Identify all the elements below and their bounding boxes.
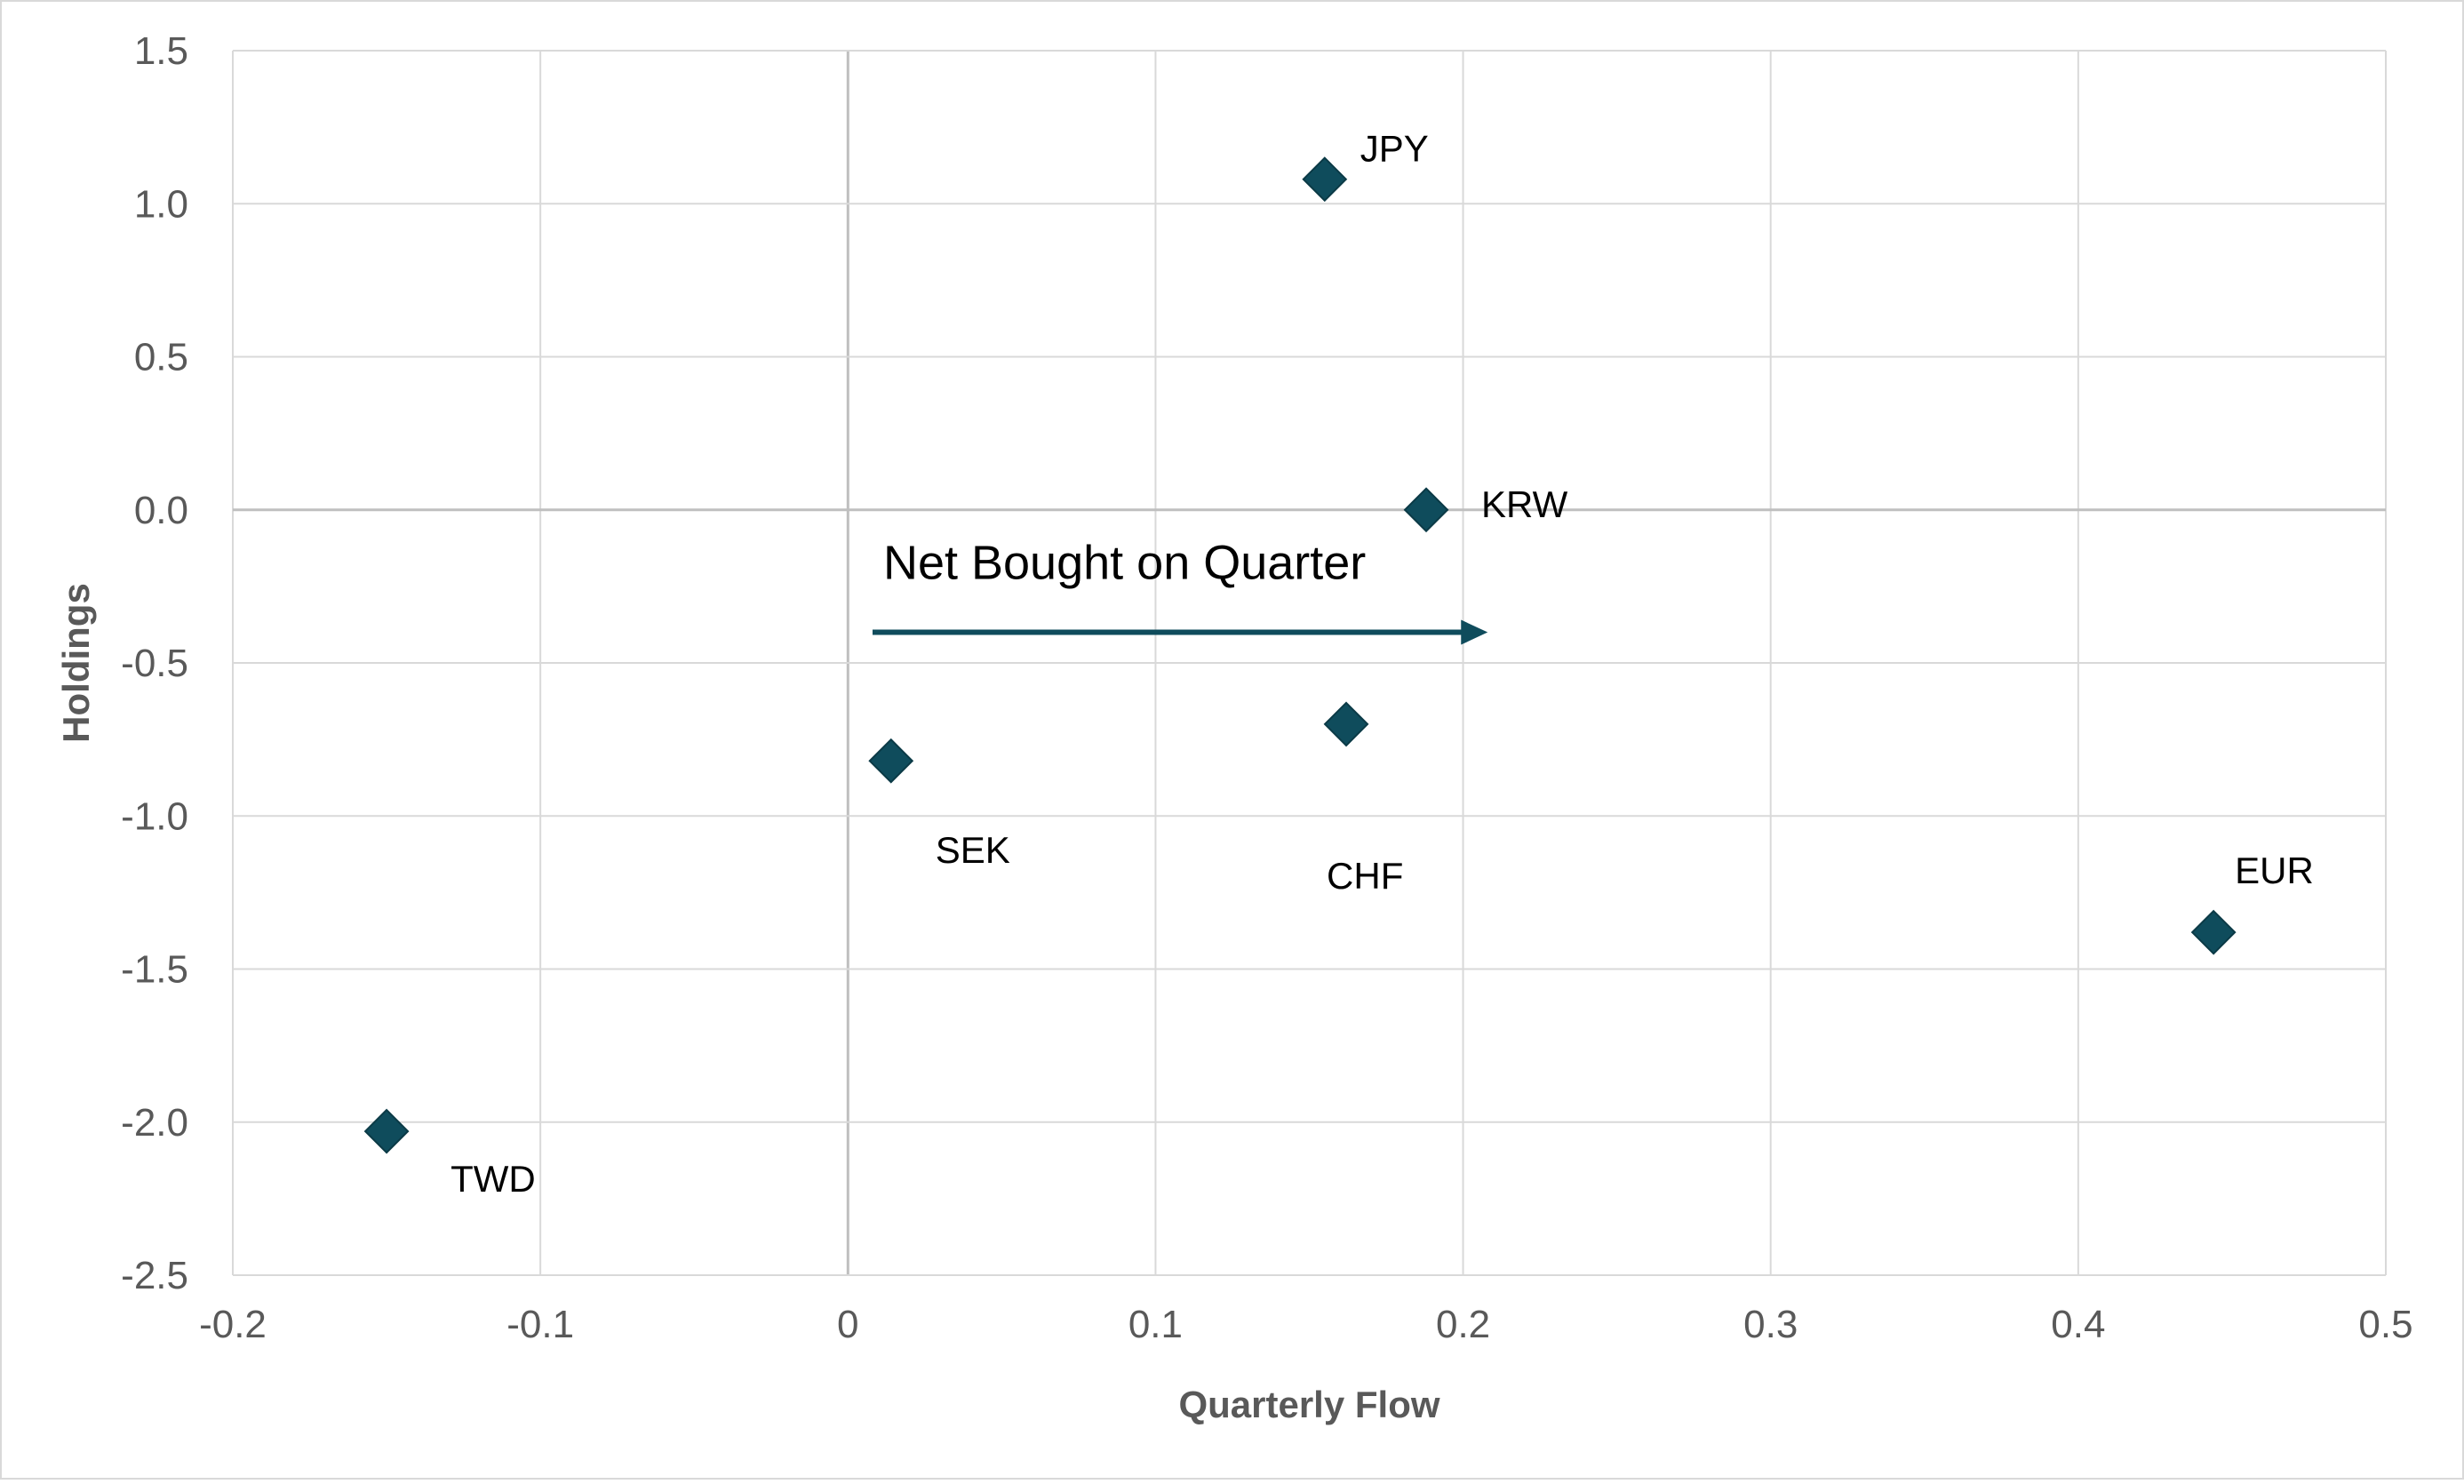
x-tick-label: 0.5: [2358, 1303, 2412, 1346]
x-tick-label: 0.4: [2051, 1303, 2105, 1346]
point-label-sek: SEK: [936, 829, 1010, 871]
y-tick-label: 1.0: [134, 182, 188, 226]
point-label-chf: CHF: [1327, 855, 1403, 897]
data-point-eur: [2190, 909, 2237, 955]
point-label-eur: EUR: [2235, 850, 2314, 891]
x-tick-label: -0.2: [199, 1303, 267, 1346]
y-tick-label: -1.5: [121, 948, 188, 992]
point-label-krw: KRW: [1481, 483, 1568, 525]
tick-labels: -0.2 -0.1 0 0.1 0.2 0.3 0.4 0.5 1.5 1.0 0.5 0.0 -0.5…: [121, 29, 2412, 1346]
y-tick-label: -2.5: [121, 1254, 188, 1297]
annotation-arrowhead: [1461, 619, 1488, 645]
point-label-twd: TWD: [451, 1158, 536, 1200]
point-labels: JPY KRW SEK CHF EUR TWD: [451, 128, 2314, 1200]
data-point-jpy: [1302, 156, 1348, 203]
data-point-sek: [868, 738, 914, 784]
data-point-krw: [1403, 487, 1449, 533]
gridlines: [232, 50, 2387, 1276]
y-tick-label: 1.5: [134, 29, 188, 73]
annotation: Net Bought on Quarter: [872, 537, 1488, 645]
annotation-text: Net Bought on Quarter: [883, 537, 1366, 590]
y-tick-label: -1.0: [121, 794, 188, 838]
x-axis-title: Quarterly Flow: [1178, 1384, 1439, 1425]
y-tick-label: -2.0: [121, 1101, 188, 1145]
y-axis-title: Holdings: [55, 583, 97, 743]
x-tick-label: 0: [837, 1303, 858, 1346]
x-tick-label: -0.1: [506, 1303, 574, 1346]
x-tick-label: 0.2: [1436, 1303, 1490, 1346]
data-point-twd: [363, 1108, 410, 1154]
data-point-chf: [1323, 701, 1369, 747]
x-tick-label: 0.1: [1128, 1303, 1183, 1346]
point-label-jpy: JPY: [1360, 128, 1429, 170]
data-points: [363, 156, 2237, 1154]
x-tick-label: 0.3: [1743, 1303, 1798, 1346]
y-tick-label: -0.5: [121, 642, 188, 685]
y-tick-label: 0.0: [134, 489, 188, 532]
y-tick-label: 0.5: [134, 336, 188, 379]
